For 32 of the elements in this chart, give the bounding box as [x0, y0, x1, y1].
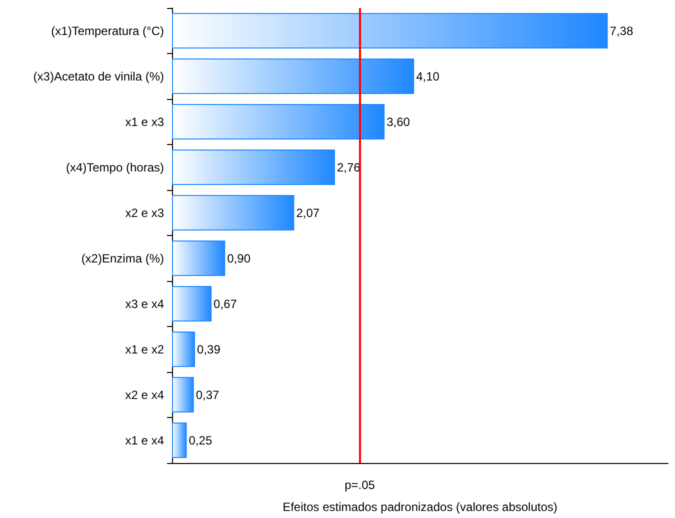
x-axis-title: Efeitos estimados padronizados (valores absolutos) — [282, 500, 558, 514]
bar — [172, 104, 385, 140]
data-label: 4,10 — [416, 69, 440, 84]
bar — [172, 58, 414, 94]
data-label: 7,38 — [610, 24, 634, 38]
data-label: 2,76 — [336, 160, 361, 174]
bar — [172, 377, 194, 412]
bar — [172, 195, 294, 230]
data-label: 0,90 — [227, 251, 251, 266]
y-tick-label: (x1)Temperatura (°C) — [51, 24, 164, 38]
y-tick-label: (x4)Tempo (horas) — [66, 160, 164, 174]
y-tick-label: (x2)Enzima (%) — [81, 251, 164, 266]
y-tick-label: x1 e x3 — [125, 114, 164, 129]
bar — [172, 422, 187, 458]
y-tick-label: x3 e x4 — [125, 296, 164, 311]
bar — [172, 286, 212, 322]
data-label: 0,39 — [197, 342, 221, 356]
bar — [172, 150, 335, 185]
data-label: 0,37 — [196, 388, 220, 402]
y-tick-label: x1 e x4 — [125, 433, 164, 448]
y-tick-label: x2 e x3 — [125, 206, 164, 220]
data-label: 2,07 — [296, 206, 320, 220]
data-label: 0,67 — [214, 296, 238, 311]
y-tick-label: x1 e x2 — [125, 342, 164, 356]
data-label: 3,60 — [386, 114, 410, 129]
y-tick-label: (x3)Acetato de vinila (%) — [33, 69, 164, 84]
data-label: 0,25 — [188, 433, 212, 448]
y-tick-label: x2 e x4 — [125, 388, 164, 402]
bar — [172, 13, 608, 48]
bar — [172, 240, 226, 276]
ref-line-label: p=.05 — [344, 478, 376, 492]
bar — [172, 332, 196, 367]
